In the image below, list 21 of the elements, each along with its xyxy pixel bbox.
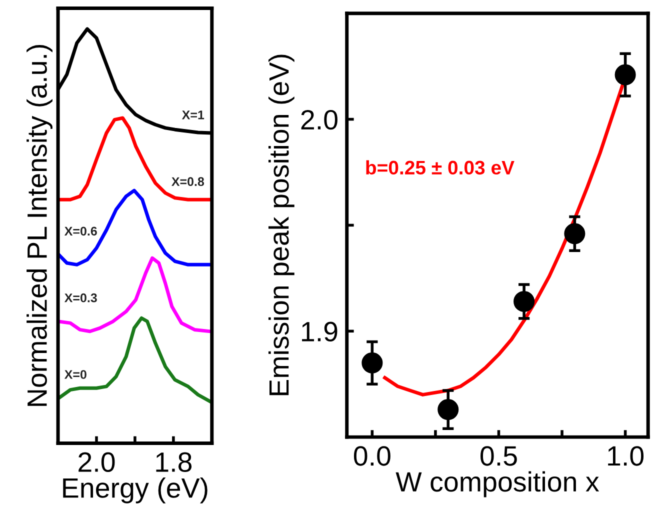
annotation: b=0.25 ± 0.03 eV bbox=[366, 160, 514, 175]
x-axis-title: W composition x bbox=[396, 471, 600, 498]
y-axis-title: Emission peak position (eV) bbox=[268, 54, 294, 396]
point bbox=[438, 399, 459, 420]
series-label: X=0.6 bbox=[64, 226, 97, 236]
series-label: X=1 bbox=[182, 110, 204, 120]
x-tick-label: 2.0 bbox=[78, 452, 115, 472]
y-tick-label: 1.9 bbox=[302, 322, 338, 342]
x-tick-label: 1.8 bbox=[156, 452, 192, 472]
series-label: X=0 bbox=[64, 370, 86, 379]
y-axis-title: Normalized PL Intensity (a.u.) bbox=[26, 45, 52, 406]
point bbox=[614, 64, 636, 86]
x-tick-label: 0.0 bbox=[354, 446, 390, 466]
series-label: X=0.8 bbox=[172, 177, 204, 186]
series-label: X=0.3 bbox=[64, 293, 97, 302]
x-tick-label: 0.5 bbox=[480, 446, 517, 466]
x-tick-label: 1.0 bbox=[608, 446, 644, 466]
point bbox=[514, 290, 535, 312]
x-axis-title: Energy (eV) bbox=[63, 477, 208, 504]
point bbox=[564, 223, 586, 244]
point bbox=[362, 352, 383, 374]
